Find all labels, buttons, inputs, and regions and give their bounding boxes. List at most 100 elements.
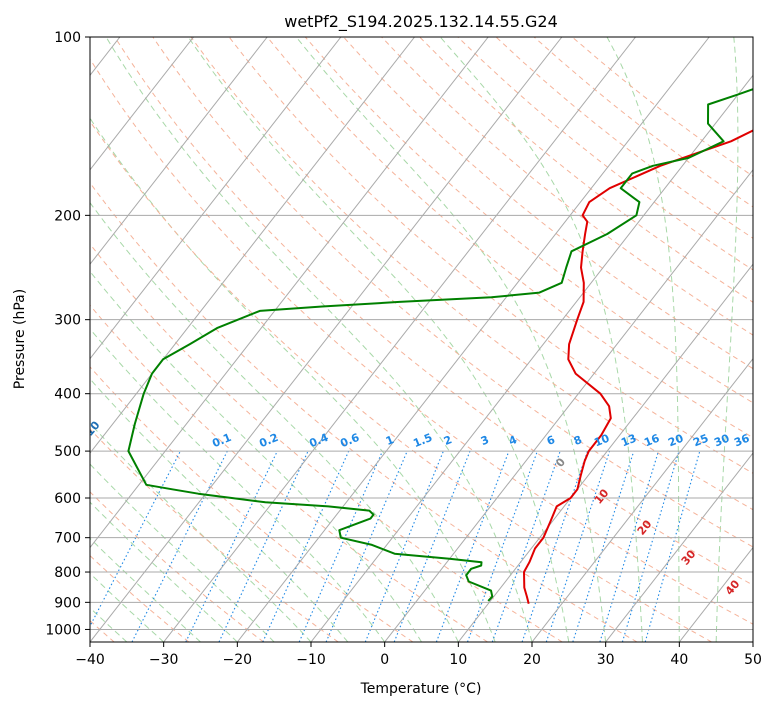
plot-area: -100-90-80-70-60-50-40-30-20-10010203040…	[90, 37, 753, 642]
moist-adiabat	[295, 37, 607, 642]
mixing-ratio-line	[466, 450, 538, 642]
isotherm-gridline	[90, 37, 194, 171]
mixing-ratio-line	[621, 450, 680, 642]
mixing-ratio-label: 2	[442, 433, 454, 448]
y-tick-label: 300	[54, 313, 81, 329]
x-tick-label: −40	[75, 652, 105, 668]
mixing-ratio-line	[325, 450, 408, 642]
y-tick-label: 500	[54, 444, 81, 460]
temperature-line	[523, 129, 753, 605]
mixing-ratio-label: 13	[619, 432, 638, 450]
dry-adiabat	[90, 58, 753, 625]
mixing-ratio-line	[599, 450, 660, 642]
mixing-ratio-line	[218, 450, 309, 642]
adiabat-labels: -100-90-80-70-60-50-40-30-20-10010203040…	[90, 418, 752, 597]
y-tick-label: 700	[54, 531, 81, 547]
mixing-ratio-line	[185, 450, 278, 642]
moist-adiabat	[105, 37, 533, 642]
isotherm-gridline	[163, 37, 636, 642]
mixing-ratio-line	[262, 450, 350, 642]
mixing-ratio-label: 3	[479, 433, 491, 448]
dry-adiabat	[90, 428, 339, 642]
mixing-ratio-label: 25	[691, 432, 710, 450]
y-tick-label: 600	[54, 491, 81, 507]
mixing-ratio-label: 30	[712, 432, 731, 450]
mixing-ratio-line	[572, 450, 635, 642]
isotherm-gridline	[605, 452, 753, 642]
mixing-ratio-line	[491, 450, 561, 642]
x-tick-label: −10	[296, 652, 326, 668]
x-tick-label: 40	[670, 652, 688, 668]
isotherm-gridline	[310, 74, 753, 642]
y-tick-label: 900	[54, 595, 81, 611]
x-tick-label: −20	[223, 652, 253, 668]
mixing-ratio-label: 10	[592, 432, 611, 450]
mixing-ratio-line	[521, 450, 589, 642]
moist-adiabat	[439, 37, 643, 642]
isotherm-grid	[90, 37, 753, 642]
plot-frame	[89, 36, 754, 643]
dry-adiabat	[114, 37, 753, 586]
moist-adiabat	[90, 572, 165, 642]
moist-adiabat	[90, 463, 275, 642]
mixing-ratio-label: 20	[666, 432, 685, 450]
isotherm-gridline	[90, 37, 489, 549]
dry-adiabat	[90, 181, 638, 642]
y-tick-label: 200	[54, 208, 81, 224]
dry-adiabat	[228, 37, 753, 474]
dry-adiabat	[419, 37, 753, 303]
isobar-grid	[90, 37, 753, 630]
y-tick-label: 800	[54, 565, 81, 581]
isotherm-gridline	[531, 357, 753, 642]
moist-adiabat	[90, 117, 496, 642]
y-axis-ticks: 100 200 300 400 500 600 700 800 900 1000	[45, 30, 90, 638]
moist-adiabat	[90, 422, 312, 642]
y-tick-label: 400	[54, 387, 81, 403]
dry-adiabat	[90, 554, 190, 642]
moist-adiabat	[606, 37, 680, 642]
y-tick-label: 1000	[45, 622, 81, 638]
y-tick-label: 100	[54, 30, 81, 46]
isotherm-gridline	[90, 37, 268, 266]
isotherm-gridline	[236, 37, 710, 642]
x-tick-label: 30	[597, 652, 615, 668]
isotherm-gridline	[90, 37, 415, 454]
chart-title: wetPf2_S194.2025.132.14.55.G24	[284, 12, 558, 32]
dry-adiabat	[304, 37, 753, 404]
moist-adiabat	[90, 537, 201, 642]
x-axis-title: Temperature (°C)	[360, 681, 482, 697]
y-axis-title: Pressure (hPa)	[12, 289, 28, 389]
dewpoint-line	[127, 88, 753, 602]
dry-adiabat-lines	[90, 37, 753, 642]
dry-adiabat	[90, 243, 563, 642]
mixing-ratio-label: 8	[572, 433, 584, 448]
mixing-ratio-line	[298, 450, 384, 642]
mixing-ratio-label: 16	[642, 432, 661, 450]
x-tick-label: 50	[744, 652, 762, 668]
x-tick-label: 10	[449, 652, 467, 668]
mixing-ratio-label: 36	[732, 432, 751, 450]
mixing-ratio-line	[545, 450, 611, 642]
x-tick-label: 0	[380, 652, 389, 668]
x-tick-label: −30	[149, 652, 179, 668]
dry-adiabat	[90, 120, 712, 642]
isotherm-gridline	[90, 37, 563, 642]
mixing-ratio-line	[644, 450, 701, 642]
mixing-ratio-label: 1	[384, 433, 396, 448]
x-axis-ticks: −40 −30 −20 −10 0 10 20 30 40 50	[75, 642, 762, 668]
isotherm-gridline	[90, 37, 342, 360]
dry-adiabat	[190, 37, 753, 511]
isotherm-gridline	[457, 263, 753, 642]
profile-series	[127, 88, 753, 605]
moist-adiabat	[90, 201, 459, 642]
dry-adiabat	[152, 37, 753, 548]
x-tick-label: 20	[523, 652, 541, 668]
dry-adiabat	[90, 304, 488, 642]
mixing-ratio-lines	[90, 450, 701, 642]
dry-adiabat	[381, 37, 753, 336]
moist-adiabat	[90, 501, 238, 642]
isotherm-gridline	[384, 168, 753, 642]
moist-adiabat	[90, 270, 422, 642]
moist-adiabat	[715, 37, 739, 642]
